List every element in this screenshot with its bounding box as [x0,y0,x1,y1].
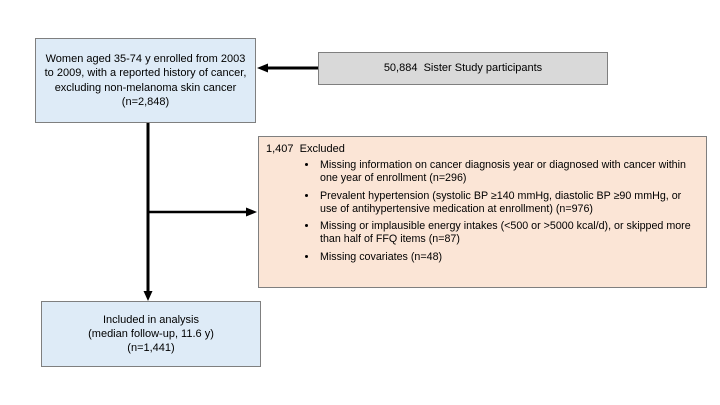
arrow-eligible-to-included [143,123,153,301]
eligible-cohort-box: Women aged 35-74 y enrolled from 2003 to… [35,38,256,123]
eligible-line-2: to 2009, with a reported history of canc… [44,67,247,80]
eligible-line-3: excluding non-melanoma skin cancer [54,81,237,94]
excluded-reason-1: Missing information on cancer diagnosis … [318,159,698,186]
participants-box: 50,884 Sister Study participants [318,52,608,85]
eligible-line-1: Women aged 35-74 y enrolled from 2003 [45,53,246,66]
excluded-reason-4: Missing covariates (n=48) [318,251,698,264]
included-line-2: (median follow-up, 11.6 y) [88,327,214,340]
excluded-header: 1,407 Excluded [266,143,345,155]
excluded-box: 1,407 Excluded Missing information on ca… [258,136,707,288]
excluded-reason-3: Missing or implausible energy intakes (<… [318,220,698,247]
eligible-line-4: (n=2,848) [121,95,170,108]
arrow-participants-to-eligible [257,63,318,73]
arrow-to-excluded [147,207,257,217]
excluded-reason-2: Prevalent hypertension (systolic BP ≥140… [318,190,698,217]
included-line-1: Included in analysis [102,313,199,326]
included-line-3: (n=1,441) [127,342,175,355]
excluded-reasons-list: Missing information on cancer diagnosis … [266,159,698,264]
included-box: Included in analysis (median follow-up, … [41,301,261,367]
